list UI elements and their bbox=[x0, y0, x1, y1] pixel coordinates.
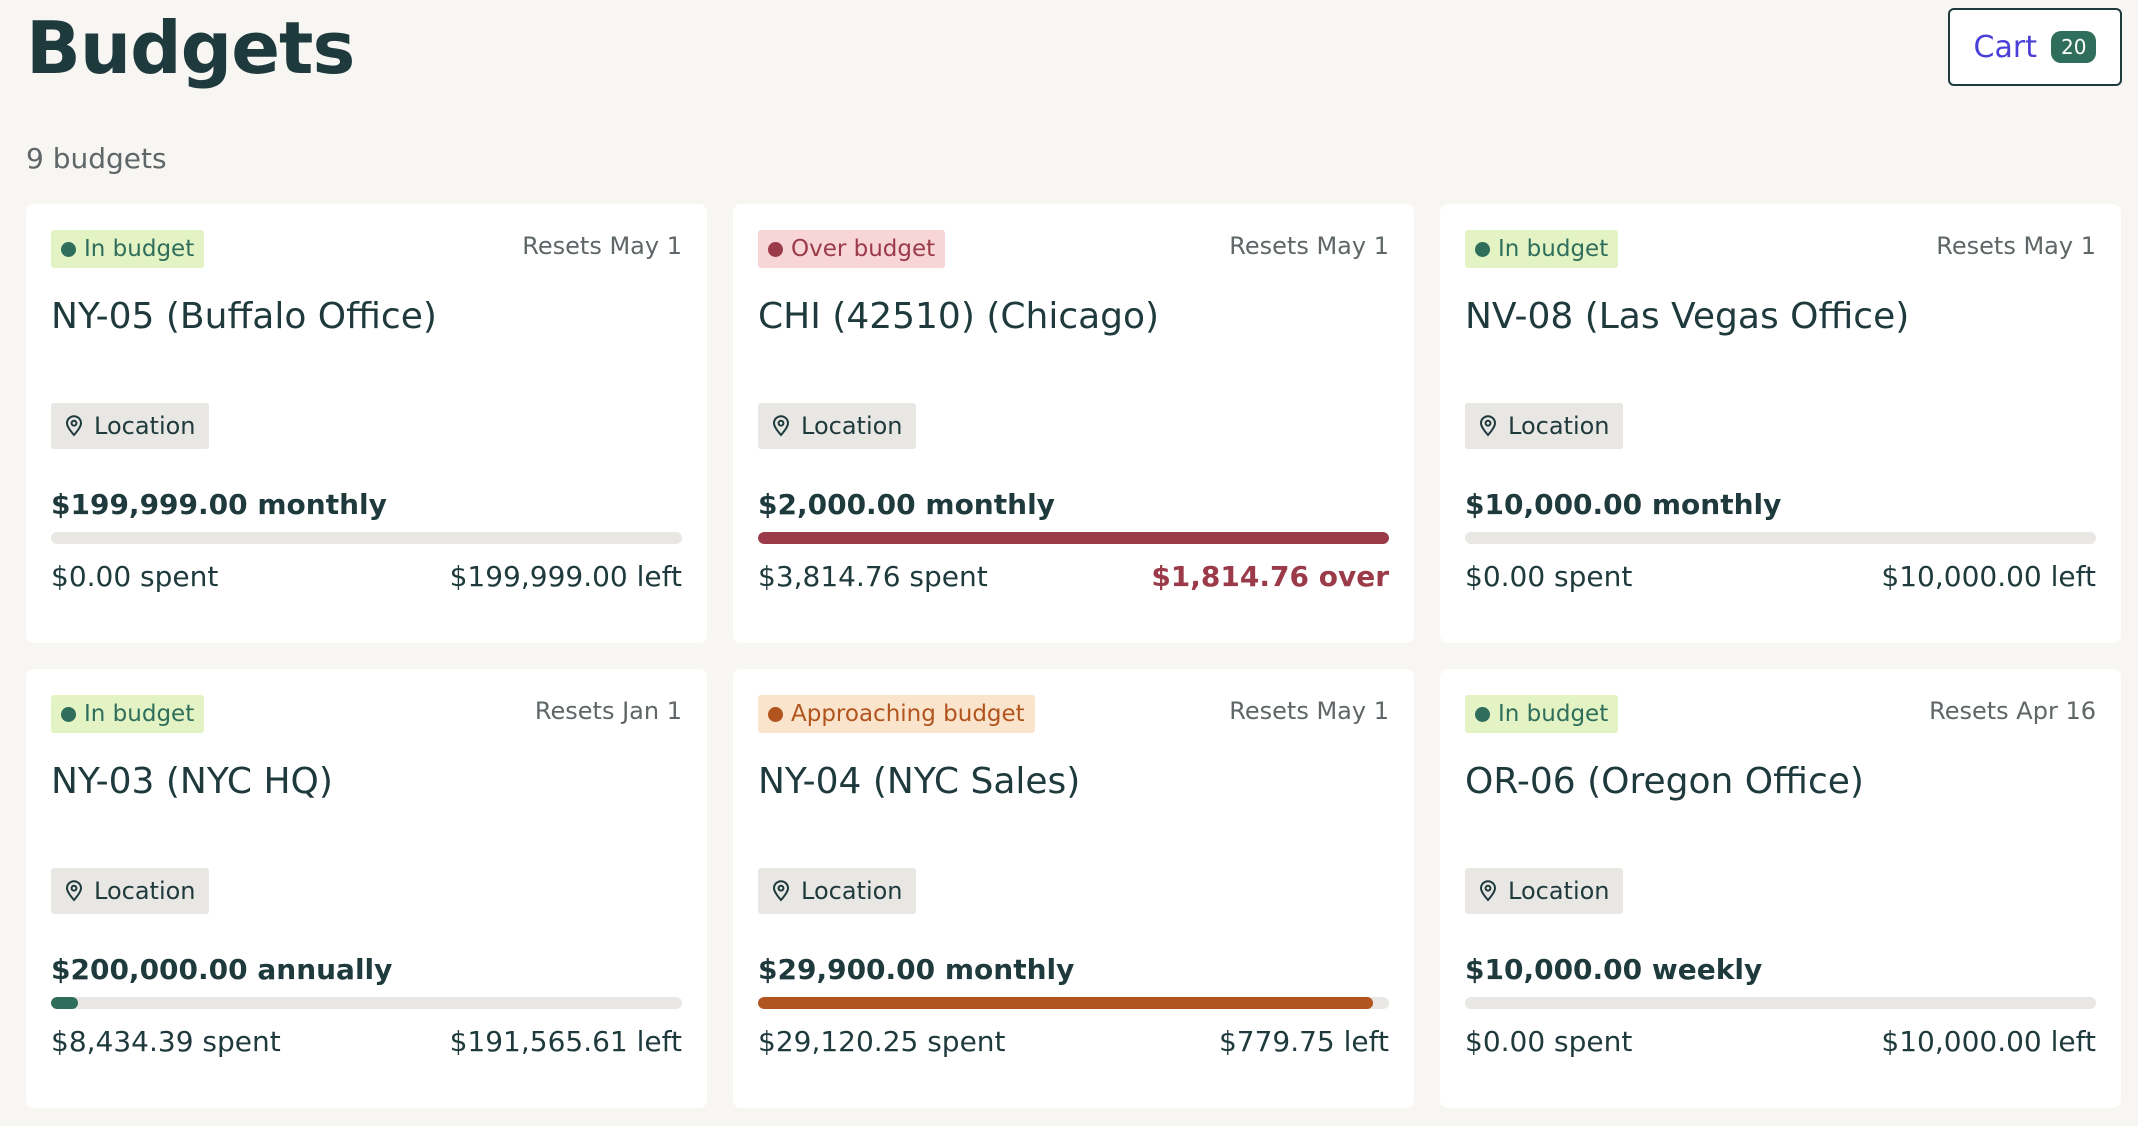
spent-amount: $8,434.39 spent bbox=[51, 1025, 281, 1058]
budget-grid: In budget Resets May 1 NY-05 (Buffalo Of… bbox=[26, 204, 2121, 1108]
reset-date: Resets May 1 bbox=[1229, 697, 1389, 725]
reset-date: Resets Jan 1 bbox=[534, 697, 682, 725]
spent-amount: $29,120.25 spent bbox=[758, 1025, 1006, 1058]
status-badge: In budget bbox=[1465, 230, 1619, 268]
budget-amount: $200,000.00 annually bbox=[51, 953, 393, 986]
progress-bar bbox=[758, 997, 1389, 1009]
status-dot-icon bbox=[768, 706, 783, 722]
budget-card[interactable]: In budget Resets Apr 16 OR-06 (Oregon Of… bbox=[1440, 669, 2121, 1108]
budget-amount: $10,000.00 weekly bbox=[1465, 953, 1763, 986]
budget-name: NV-08 (Las Vegas Office) bbox=[1465, 296, 1910, 337]
status-label: In budget bbox=[1498, 236, 1609, 262]
budget-name: NY-03 (NYC HQ) bbox=[51, 761, 333, 802]
tag-label: Location bbox=[801, 877, 903, 905]
budget-amount: $2,000.00 monthly bbox=[758, 488, 1055, 521]
spent-amount: $3,814.76 spent bbox=[758, 560, 988, 593]
status-dot-icon bbox=[61, 241, 76, 257]
status-dot-icon bbox=[61, 706, 76, 722]
status-badge: In budget bbox=[51, 230, 205, 268]
location-pin-icon bbox=[1479, 880, 1497, 902]
location-tag: Location bbox=[1465, 403, 1623, 449]
tag-label: Location bbox=[94, 412, 196, 440]
budget-card[interactable]: Approaching budget Resets May 1 NY-04 (N… bbox=[733, 669, 1414, 1108]
location-tag: Location bbox=[758, 403, 916, 449]
remaining-amount: $1,814.76 over bbox=[1151, 560, 1389, 593]
status-label: Over budget bbox=[791, 236, 936, 262]
progress-bar bbox=[51, 532, 682, 544]
remaining-amount: $199,999.00 left bbox=[449, 560, 682, 593]
cart-count-badge: 20 bbox=[2050, 31, 2097, 63]
budget-card[interactable]: In budget Resets May 1 NY-05 (Buffalo Of… bbox=[26, 204, 707, 643]
tag-label: Location bbox=[1508, 412, 1610, 440]
status-dot-icon bbox=[1475, 706, 1490, 722]
tag-label: Location bbox=[94, 877, 196, 905]
status-badge: Over budget bbox=[758, 230, 946, 268]
status-badge: Approaching budget bbox=[758, 695, 1035, 733]
budget-name: NY-05 (Buffalo Office) bbox=[51, 296, 437, 337]
status-dot-icon bbox=[768, 241, 783, 257]
progress-bar bbox=[1465, 532, 2096, 544]
status-label: In budget bbox=[1498, 701, 1609, 727]
location-pin-icon bbox=[772, 415, 790, 437]
location-tag: Location bbox=[51, 403, 209, 449]
budget-count: 9 budgets bbox=[26, 142, 167, 175]
progress-bar bbox=[758, 532, 1389, 544]
status-dot-icon bbox=[1475, 241, 1490, 257]
location-pin-icon bbox=[65, 880, 83, 902]
remaining-amount: $10,000.00 left bbox=[1881, 560, 2096, 593]
progress-fill bbox=[758, 997, 1373, 1009]
tag-label: Location bbox=[801, 412, 903, 440]
status-label: In budget bbox=[84, 236, 195, 262]
reset-date: Resets May 1 bbox=[522, 232, 682, 260]
location-tag: Location bbox=[758, 868, 916, 914]
budget-name: OR-06 (Oregon Office) bbox=[1465, 761, 1864, 802]
progress-fill bbox=[758, 532, 1389, 544]
reset-date: Resets May 1 bbox=[1229, 232, 1389, 260]
budget-amount: $29,900.00 monthly bbox=[758, 953, 1075, 986]
budget-name: NY-04 (NYC Sales) bbox=[758, 761, 1081, 802]
budget-card[interactable]: In budget Resets Jan 1 NY-03 (NYC HQ) Lo… bbox=[26, 669, 707, 1108]
page-title: Budgets bbox=[26, 6, 355, 90]
status-label: In budget bbox=[84, 701, 195, 727]
status-badge: In budget bbox=[51, 695, 205, 733]
budget-amount: $199,999.00 monthly bbox=[51, 488, 387, 521]
cart-button[interactable]: Cart 20 bbox=[1948, 8, 2122, 86]
budget-name: CHI (42510) (Chicago) bbox=[758, 296, 1160, 337]
budget-card[interactable]: In budget Resets May 1 NV-08 (Las Vegas … bbox=[1440, 204, 2121, 643]
spent-amount: $0.00 spent bbox=[1465, 560, 1633, 593]
reset-date: Resets May 1 bbox=[1936, 232, 2096, 260]
spent-amount: $0.00 spent bbox=[1465, 1025, 1633, 1058]
remaining-amount: $10,000.00 left bbox=[1881, 1025, 2096, 1058]
status-label: Approaching budget bbox=[791, 701, 1025, 727]
remaining-amount: $191,565.61 left bbox=[449, 1025, 682, 1058]
remaining-amount: $779.75 left bbox=[1218, 1025, 1389, 1058]
progress-fill bbox=[51, 997, 78, 1009]
progress-bar bbox=[1465, 997, 2096, 1009]
location-tag: Location bbox=[1465, 868, 1623, 914]
tag-label: Location bbox=[1508, 877, 1610, 905]
cart-label: Cart bbox=[1973, 29, 2037, 65]
location-pin-icon bbox=[65, 415, 83, 437]
budget-amount: $10,000.00 monthly bbox=[1465, 488, 1782, 521]
budget-card[interactable]: Over budget Resets May 1 CHI (42510) (Ch… bbox=[733, 204, 1414, 643]
location-pin-icon bbox=[1479, 415, 1497, 437]
reset-date: Resets Apr 16 bbox=[1929, 697, 2096, 725]
progress-bar bbox=[51, 997, 682, 1009]
status-badge: In budget bbox=[1465, 695, 1619, 733]
spent-amount: $0.00 spent bbox=[51, 560, 219, 593]
location-pin-icon bbox=[772, 880, 790, 902]
location-tag: Location bbox=[51, 868, 209, 914]
